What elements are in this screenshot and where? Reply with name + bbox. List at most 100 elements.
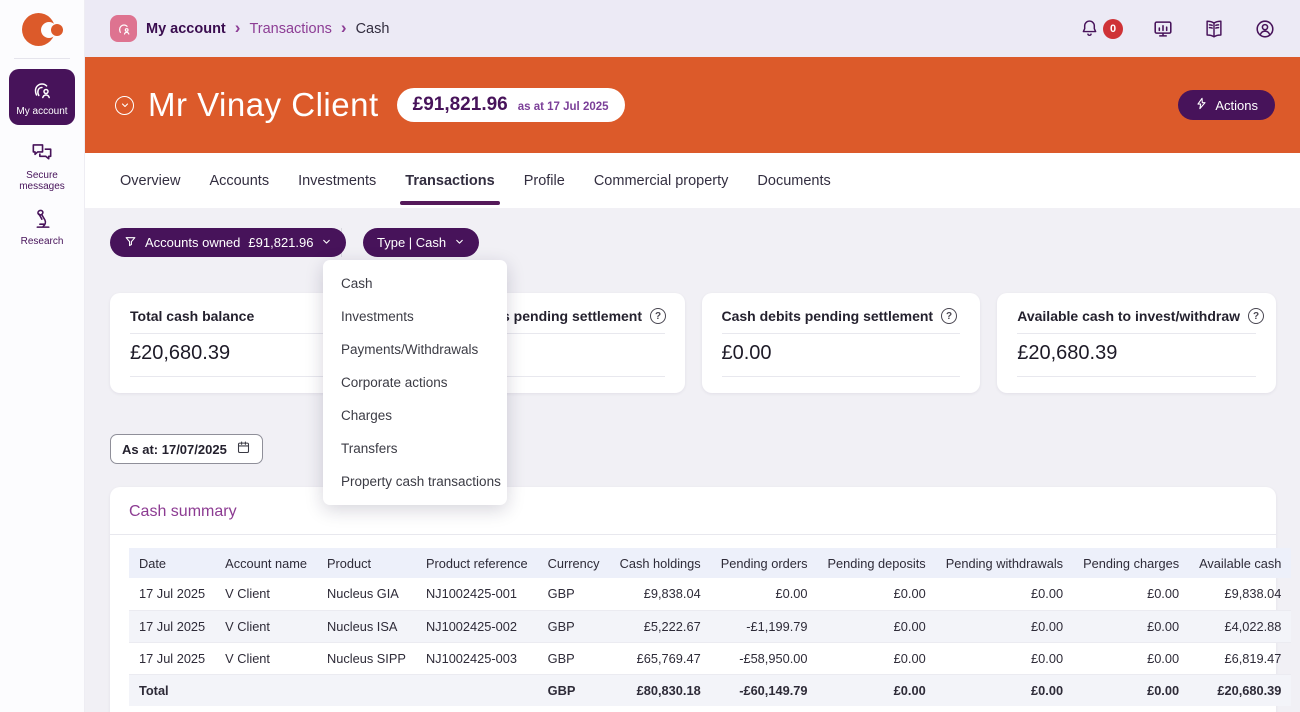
col-product-reference: Product reference xyxy=(425,555,528,571)
menu-item-cash[interactable]: Cash xyxy=(341,276,373,291)
tab-transactions[interactable]: Transactions xyxy=(400,153,501,208)
card-value: £20,680.39 xyxy=(1017,342,1118,364)
client-name: Mr Vinay Client xyxy=(148,86,379,123)
breadcrumb-transactions[interactable]: Transactions xyxy=(249,20,332,37)
filter-funnel-icon xyxy=(124,235,137,251)
sidebar: My account Secure messages xyxy=(0,0,85,712)
sidebar-item-label: Research xyxy=(20,236,64,247)
notification-count-badge: 0 xyxy=(1103,18,1123,39)
sidebar-item-my-account[interactable]: My account xyxy=(9,69,75,125)
table-cell: £0.00 xyxy=(1031,618,1064,634)
client-balance-pill: £91,821.96 as at 17 Jul 2025 xyxy=(396,88,625,122)
col-pending-deposits: Pending deposits xyxy=(827,555,926,571)
menu-item-transfers[interactable]: Transfers xyxy=(341,441,398,456)
menu-item-investments[interactable]: Investments xyxy=(341,309,414,324)
table-cell: £20,680.39 xyxy=(1217,682,1282,698)
col-cash-holdings: Cash holdings xyxy=(619,555,701,571)
summary-cards: Total cash balance £20,680.39 Cash credi… xyxy=(110,293,1276,393)
table-cell: Nucleus GIA xyxy=(326,586,399,602)
chevron-right-icon: › xyxy=(340,17,347,37)
table-cell: V Client xyxy=(225,650,270,666)
card-value: £20,680.39 xyxy=(130,342,231,364)
info-icon[interactable]: ? xyxy=(1248,308,1265,324)
table-row: 17 Jul 2025 V Client Nucleus SIPP NJ1002425… xyxy=(129,642,1292,674)
calendar-icon xyxy=(236,440,251,458)
accounts-owned-filter-button[interactable]: Accounts owned £91,821.96 xyxy=(110,228,347,257)
table-row: Total GBP £80,830.18 -£60,149.79 £0.00 £0.00 £… xyxy=(129,674,1292,706)
cash-summary-title: Cash summary xyxy=(129,503,237,520)
table-cell: V Client xyxy=(225,586,270,602)
table-cell: £0.00 xyxy=(1031,682,1064,698)
menu-item-payments-withdrawals[interactable]: Payments/Withdrawals xyxy=(341,342,479,357)
as-at-date-field[interactable]: As at: 17/07/2025 xyxy=(110,434,263,464)
breadcrumb-my-account[interactable]: My account xyxy=(146,20,226,37)
col-date: Date xyxy=(139,555,167,571)
type-filter-label: Type | Cash xyxy=(377,235,447,250)
table-cell: £0.00 xyxy=(775,586,808,602)
col-available-cash: Available cash xyxy=(1199,555,1282,571)
table-cell: £0.00 xyxy=(1147,618,1180,634)
table-cell: -£1,199.79 xyxy=(746,618,808,634)
info-icon[interactable]: ? xyxy=(941,308,958,324)
table-cell: NJ1002425-003 xyxy=(425,650,518,666)
menu-item-charges[interactable]: Charges xyxy=(341,408,393,423)
info-icon[interactable]: ? xyxy=(650,308,667,324)
menu-item-property-cash-transactions[interactable]: Property cash transactions xyxy=(341,474,501,489)
table-cell: £0.00 xyxy=(1147,682,1180,698)
table-cell: Total xyxy=(139,682,169,698)
tab-overview[interactable]: Overview xyxy=(120,172,181,189)
table-cell: GBP xyxy=(547,650,575,666)
table-cell: £0.00 xyxy=(1147,650,1180,666)
client-balance: £91,821.96 xyxy=(412,94,508,115)
tab-accounts[interactable]: Accounts xyxy=(209,172,270,189)
client-header-left: Mr Vinay Client £91,821.96 as at 17 Jul … xyxy=(115,57,625,153)
actions-button[interactable]: Actions xyxy=(1178,90,1275,120)
chat-bubbles-icon xyxy=(29,140,55,166)
tab-documents[interactable]: Documents xyxy=(757,172,831,189)
notifications-button[interactable]: 0 xyxy=(1079,18,1123,39)
menu-item-corporate-actions[interactable]: Corporate actions xyxy=(341,375,448,390)
table-cell: £4,022.88 xyxy=(1224,618,1282,634)
table-cell xyxy=(215,674,317,706)
type-filter-menu: Cash Investments Payments/Withdrawals Co… xyxy=(323,260,507,505)
accounts-owned-label: Accounts owned xyxy=(145,235,241,250)
chevron-right-icon: › xyxy=(234,17,241,37)
tab-profile[interactable]: Profile xyxy=(523,172,565,189)
cash-summary-table: Date Account name Product Product refere… xyxy=(129,548,1292,706)
type-filter-button[interactable]: Type | Cash xyxy=(363,228,480,257)
dashboard-monitor-icon[interactable] xyxy=(1152,18,1174,40)
client-header: Mr Vinay Client £91,821.96 as at 17 Jul … xyxy=(85,57,1300,153)
card-available-cash: Available cash to invest/withdraw ? £20,… xyxy=(997,293,1276,393)
card-cash-debits-pending: Cash debits pending settlement ? £0.00 xyxy=(701,293,981,393)
sidebar-item-research[interactable]: Research xyxy=(0,207,84,247)
collapse-chevron-icon[interactable] xyxy=(115,95,134,115)
table-cell: £0.00 xyxy=(1031,650,1064,666)
card-title: Total cash balance xyxy=(130,308,255,324)
lightning-bolt-icon xyxy=(1195,97,1208,113)
table-cell: £9,838.04 xyxy=(643,586,701,602)
col-account-name: Account name xyxy=(225,555,307,571)
profile-icon[interactable] xyxy=(1254,18,1276,40)
table-cell: -£58,950.00 xyxy=(739,650,808,666)
tab-commercial-property[interactable]: Commercial property xyxy=(593,172,729,189)
table-cell: 17 Jul 2025 xyxy=(139,650,206,666)
table-cell: £0.00 xyxy=(1031,586,1064,602)
tab-investments[interactable]: Investments xyxy=(298,172,377,189)
topbar-icons: 0 xyxy=(1079,0,1276,57)
library-book-icon[interactable] xyxy=(1203,18,1225,40)
sidebar-item-label: Secure messages xyxy=(19,170,65,192)
card-divider xyxy=(110,534,1276,535)
table-row: 17 Jul 2025 V Client Nucleus GIA NJ1002425-… xyxy=(129,578,1291,610)
col-pending-withdrawals: Pending withdrawals xyxy=(945,555,1064,571)
table-cell: GBP xyxy=(547,618,575,634)
fingerprint-user-icon xyxy=(30,78,54,102)
table-cell: -£60,149.79 xyxy=(739,682,808,698)
table-cell xyxy=(416,674,538,706)
table-cell: £0.00 xyxy=(1147,586,1180,602)
sidebar-item-secure-messages[interactable]: Secure messages xyxy=(0,140,84,192)
table-cell: GBP xyxy=(547,682,576,698)
table-cell: £65,769.47 xyxy=(636,650,701,666)
accounts-owned-value: £91,821.96 xyxy=(248,235,314,250)
card-title: Available cash to invest/withdraw ? xyxy=(1017,308,1265,324)
col-pending-orders: Pending orders xyxy=(720,555,808,571)
